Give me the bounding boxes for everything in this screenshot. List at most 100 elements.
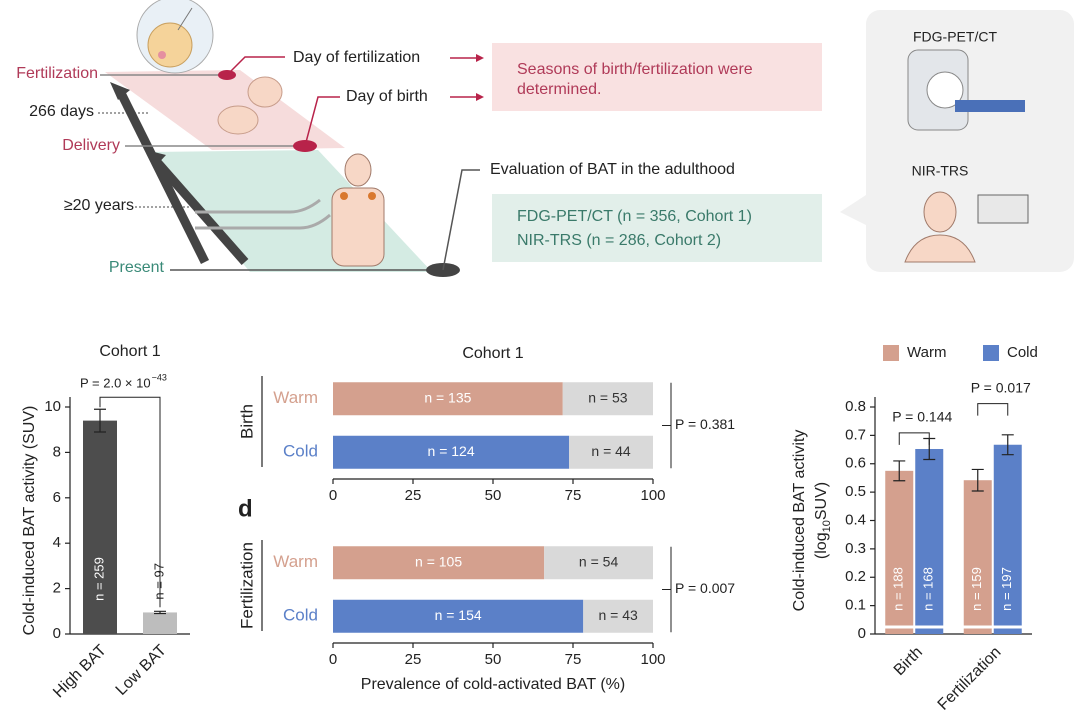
bar-segment bbox=[333, 599, 584, 633]
baby-head bbox=[247, 76, 283, 108]
arrow bbox=[117, 92, 210, 265]
p-value: P = 0.007 bbox=[675, 580, 735, 596]
category-label: Cold bbox=[283, 606, 318, 625]
bar-segment bbox=[333, 382, 563, 416]
label: Fertilization bbox=[16, 65, 98, 82]
category-label: Cold bbox=[283, 442, 318, 461]
shoulders bbox=[904, 234, 976, 263]
y-tick-label: 8 bbox=[53, 443, 61, 460]
significance-bracket bbox=[662, 546, 672, 633]
chart-title: Cohort 1 bbox=[462, 345, 523, 362]
y-axis-unit: SUV) bbox=[813, 482, 830, 520]
person-head bbox=[344, 153, 372, 187]
significance-bracket bbox=[662, 382, 672, 469]
bubble-tail bbox=[840, 195, 866, 225]
y-tick-label: 0.4 bbox=[845, 511, 866, 528]
x-tick-label: Fertilization bbox=[935, 644, 1005, 714]
label: 266 days bbox=[29, 103, 94, 120]
x-tick-label: 75 bbox=[565, 487, 582, 504]
p-value: P = 0.144 bbox=[892, 409, 952, 425]
segment-label: n = 43 bbox=[598, 607, 638, 623]
x-tick-label: 100 bbox=[640, 487, 665, 504]
x-tick-label: 50 bbox=[485, 487, 502, 504]
p-value-exponent: −43 bbox=[152, 373, 167, 383]
category-label: Warm bbox=[273, 552, 318, 571]
segment-label: n = 135 bbox=[424, 389, 471, 405]
n-label: n = 259 bbox=[91, 557, 106, 601]
segment-label: n = 44 bbox=[591, 443, 631, 459]
leader bbox=[226, 56, 285, 76]
y-tick-label: 0 bbox=[858, 625, 866, 642]
bar bbox=[143, 612, 177, 634]
y-tick-label: 0.7 bbox=[845, 426, 866, 443]
arrowhead bbox=[146, 150, 166, 168]
label: Delivery bbox=[62, 137, 120, 154]
n-label: n = 97 bbox=[151, 563, 166, 600]
x-tick-label: 100 bbox=[640, 651, 665, 668]
arrowhead bbox=[110, 82, 130, 100]
legend-swatch bbox=[983, 345, 999, 361]
legend-label: Cold bbox=[1007, 344, 1038, 361]
n-label: n = 159 bbox=[969, 567, 984, 611]
scanner-hole bbox=[926, 71, 964, 109]
tube bbox=[195, 198, 331, 230]
p-value: P = 0.381 bbox=[675, 416, 735, 432]
x-tick-label: 25 bbox=[405, 651, 422, 668]
bar-segment bbox=[569, 435, 653, 469]
bar bbox=[993, 444, 1022, 634]
segment-label: n = 154 bbox=[435, 607, 482, 623]
p-value: P = 0.017 bbox=[971, 379, 1031, 395]
y-tick-label: 10 bbox=[44, 398, 61, 415]
bar bbox=[963, 480, 992, 634]
sperm bbox=[177, 7, 193, 31]
arrowhead bbox=[476, 93, 484, 101]
y-tick-label: 0.6 bbox=[845, 455, 866, 472]
label: ≥20 years bbox=[64, 197, 134, 214]
x-axis-label: Prevalence of cold-activated BAT (%) bbox=[361, 676, 625, 693]
error-bar bbox=[893, 460, 906, 482]
bar-segment bbox=[562, 382, 653, 416]
segment-label: n = 53 bbox=[588, 389, 628, 405]
label: FDG-PET/CT bbox=[913, 29, 997, 45]
y-tick-label: 4 bbox=[53, 534, 61, 551]
label: Day of fertilization bbox=[293, 49, 420, 66]
leader bbox=[442, 169, 480, 271]
label: Present bbox=[109, 259, 165, 276]
cohort-box bbox=[492, 194, 822, 262]
x-tick-label: Low BAT bbox=[113, 642, 170, 699]
egg-dot bbox=[158, 51, 166, 59]
bar bbox=[885, 470, 914, 634]
significance-bracket bbox=[898, 432, 930, 445]
y-tick-label: 0.3 bbox=[845, 540, 866, 557]
season-box bbox=[492, 43, 822, 111]
person-body bbox=[331, 187, 385, 267]
label: NIR-TRS bbox=[912, 163, 969, 179]
y-tick-label: 0 bbox=[53, 625, 61, 642]
box-text: FDG-PET/CT (n = 356, Cohort 1) bbox=[517, 208, 752, 225]
chart-title: Cohort 1 bbox=[99, 343, 160, 360]
box-text: NIR-TRS (n = 286, Cohort 2) bbox=[517, 232, 721, 249]
segment-label: n = 124 bbox=[428, 443, 475, 459]
error-bar bbox=[971, 468, 984, 492]
bar-segment bbox=[333, 546, 545, 580]
error-bar bbox=[94, 408, 106, 433]
y-tick-label: 6 bbox=[53, 489, 61, 506]
y-tick-label: 0.1 bbox=[845, 597, 866, 614]
p-value: P = 2.0 × 10 bbox=[80, 376, 151, 391]
error-bar bbox=[1001, 434, 1014, 456]
y-axis-label: Cold-induced BAT activity (SUV) bbox=[21, 406, 38, 636]
group-label: Birth bbox=[237, 404, 256, 439]
bar-segment bbox=[333, 435, 570, 469]
significance-bracket bbox=[977, 403, 1009, 416]
group-label: Fertilization bbox=[237, 542, 256, 629]
x-tick-label: High BAT bbox=[50, 642, 110, 702]
category-label: Warm bbox=[273, 388, 318, 407]
x-tick-label: 75 bbox=[565, 651, 582, 668]
bat bbox=[368, 192, 376, 200]
y-tick-label: 0.2 bbox=[845, 568, 866, 585]
y-tick-label: 0.8 bbox=[845, 398, 866, 415]
y-tick-label: 2 bbox=[53, 580, 61, 597]
panel-label: d bbox=[238, 495, 253, 522]
x-tick-label: 50 bbox=[485, 651, 502, 668]
box-text: Seasons of birth/fertilization were bbox=[517, 61, 753, 78]
